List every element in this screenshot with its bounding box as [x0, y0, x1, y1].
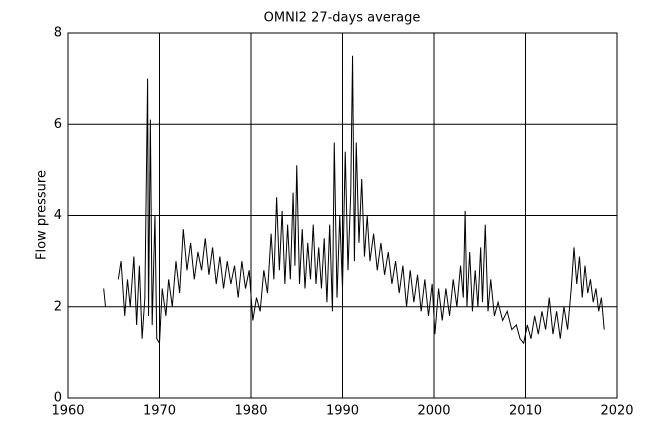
- y-tick-label: 2: [54, 299, 62, 314]
- data-line: [103, 55, 605, 345]
- x-tick-label: 1990: [326, 404, 359, 419]
- x-tick-label: 1980: [234, 404, 267, 419]
- y-tick-label: 4: [54, 208, 62, 223]
- x-tick-label: 2010: [509, 404, 542, 419]
- y-tick-label: 8: [54, 26, 62, 41]
- y-axis-label: Flow pressure: [35, 170, 50, 260]
- x-tick-label: 1970: [143, 404, 176, 419]
- chart-title: OMNI2 27-days average: [264, 11, 421, 26]
- y-tick-label: 6: [54, 117, 62, 132]
- x-tick-label: 2020: [600, 404, 633, 419]
- x-tick-label: 1960: [51, 404, 84, 419]
- x-tick-label: 2000: [417, 404, 450, 419]
- y-tick-label: 0: [54, 391, 62, 406]
